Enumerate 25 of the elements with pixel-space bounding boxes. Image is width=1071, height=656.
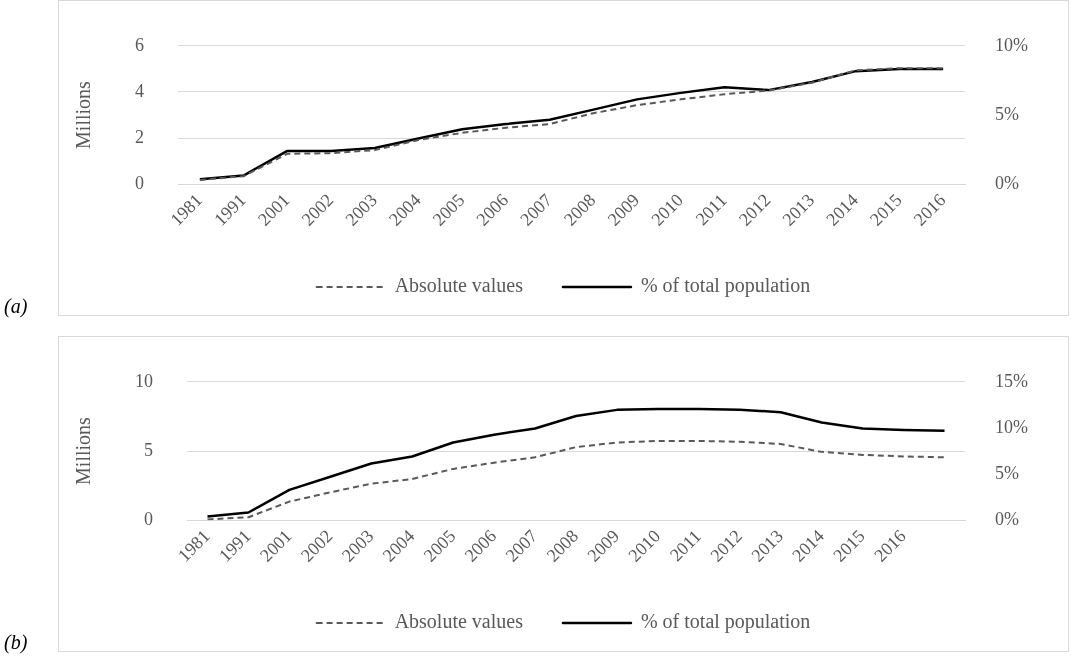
y-tick-label: 6	[135, 34, 144, 55]
y-tick-label: 4	[135, 80, 144, 101]
y2-tick-label: 5%	[995, 462, 1020, 483]
text: (b)	[4, 631, 28, 654]
legend-label: % of total population	[640, 610, 811, 634]
y-tick-label: 10	[135, 370, 153, 391]
y2-tick-label: 5%	[995, 103, 1020, 124]
line-series	[206, 439, 946, 521]
y-tick-label: 0	[144, 509, 153, 530]
legend-label: Absolute values	[394, 610, 524, 633]
y2-tick-label: 15%	[995, 370, 1029, 391]
y-tick-label: 5	[144, 439, 153, 460]
x-tick-label: 2011	[691, 189, 731, 230]
y2-tick-label: 10%	[995, 416, 1029, 437]
y-tick-label: 2	[135, 126, 144, 147]
y2-tick-label: 0%	[995, 509, 1020, 530]
y-axis-title: Millions	[72, 80, 95, 149]
y2-tick-label: 0%	[995, 173, 1020, 194]
legend-label: Absolute values	[394, 274, 524, 297]
y2-tick-label: 10%	[995, 34, 1029, 55]
legend-label: % of total population	[640, 274, 811, 298]
text: (a)	[4, 295, 28, 318]
line-series	[198, 67, 945, 181]
y-tick-label: 0	[135, 173, 144, 194]
y-axis-title: Millions	[72, 416, 95, 485]
